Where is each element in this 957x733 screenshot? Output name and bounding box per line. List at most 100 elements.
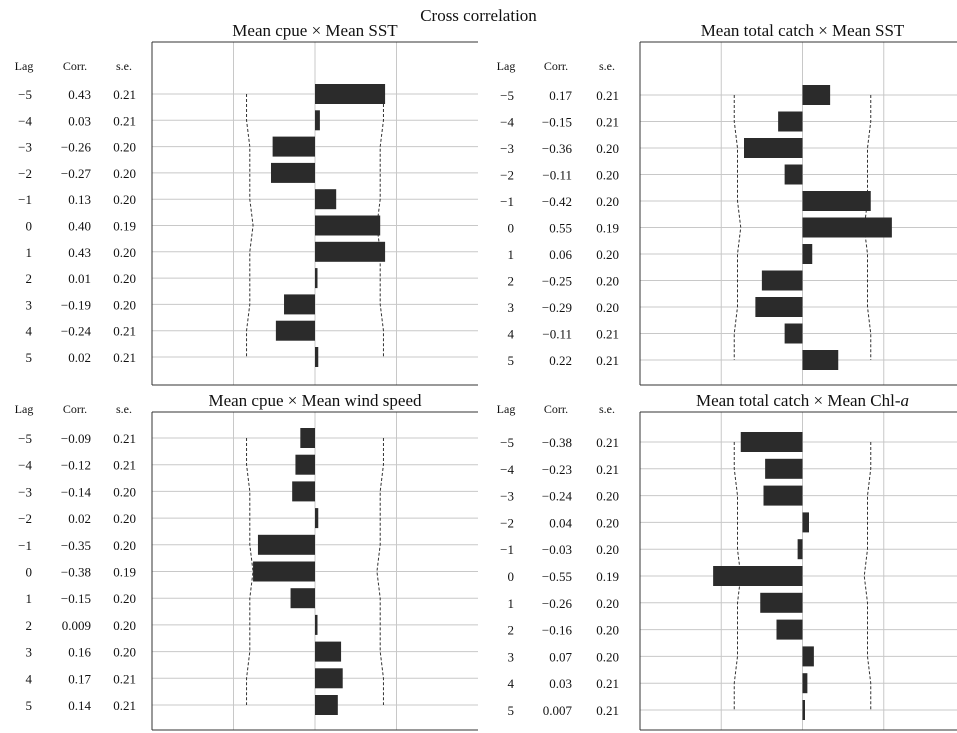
lag-label: −5	[500, 435, 514, 450]
correlation-bar	[315, 84, 386, 104]
chart-panel-1: Mean cpue × Mean SST Lag Corr. s.e. −5 0.43 0.…	[15, 21, 478, 386]
se-label: 0.20	[596, 274, 619, 289]
lag-label: −4	[18, 113, 32, 128]
header-corr: Corr.	[544, 402, 568, 416]
panel-title: Mean cpue × Mean wind speed	[208, 391, 422, 410]
chart-panel-3: Mean cpue × Mean wind speed Lag Corr. s.e. −…	[15, 391, 478, 731]
corr-label: 0.43	[68, 245, 91, 260]
correlation-bar	[802, 85, 831, 105]
se-label: 0.21	[113, 324, 136, 339]
correlation-bar	[253, 561, 315, 582]
header-lag: Lag	[497, 402, 516, 416]
se-label: 0.20	[596, 168, 619, 183]
page-title: Cross correlation	[420, 6, 537, 25]
correlation-bar	[315, 614, 318, 635]
correlation-bar	[713, 566, 803, 586]
corr-label: 0.02	[68, 350, 91, 365]
corr-label: 0.13	[68, 192, 91, 207]
correlation-bar	[315, 268, 318, 289]
se-label: 0.19	[596, 221, 619, 236]
lag-label: 5	[26, 350, 33, 365]
lag-label: 3	[508, 649, 515, 664]
se-label: 0.21	[113, 87, 136, 102]
correlation-bar	[315, 668, 343, 689]
se-label: 0.21	[596, 462, 619, 477]
confidence-limit-lower	[733, 95, 742, 360]
lag-label: 5	[508, 353, 515, 368]
correlation-bar	[300, 428, 315, 448]
corr-label: −0.14	[61, 484, 92, 499]
se-label: 0.20	[113, 245, 136, 260]
se-label: 0.20	[596, 515, 619, 530]
lag-label: 2	[508, 623, 515, 638]
lag-label: 2	[508, 274, 515, 289]
corr-label: 0.03	[549, 676, 572, 691]
se-label: 0.21	[596, 676, 619, 691]
se-label: 0.20	[596, 489, 619, 504]
correlation-bar	[761, 270, 803, 291]
corr-label: 0.22	[549, 353, 572, 368]
correlation-bar	[802, 512, 809, 533]
correlation-bar	[784, 164, 803, 185]
corr-label: −0.27	[61, 166, 92, 181]
panel-title: Mean total catch × Mean Chl-a	[696, 391, 909, 410]
lag-label: 3	[26, 645, 33, 660]
correlation-bar	[275, 320, 315, 341]
correlation-bar	[272, 136, 315, 157]
header-corr: Corr.	[63, 402, 87, 416]
corr-label: 0.17	[68, 671, 91, 686]
correlation-bar	[740, 432, 803, 452]
se-label: 0.20	[113, 166, 136, 181]
header-se: s.e.	[599, 59, 615, 73]
corr-label: 0.009	[62, 618, 91, 633]
correlation-bar	[257, 534, 315, 555]
lag-label: 5	[508, 703, 515, 718]
corr-label: −0.19	[61, 297, 91, 312]
se-label: 0.21	[113, 431, 136, 446]
corr-label: −0.15	[61, 591, 91, 606]
lag-label: 1	[508, 596, 515, 611]
se-label: 0.20	[113, 645, 136, 660]
lag-label: −4	[500, 115, 514, 130]
lag-label: −2	[18, 511, 32, 526]
corr-label: 0.03	[68, 113, 91, 128]
corr-label: −0.35	[61, 538, 91, 553]
se-label: 0.21	[113, 458, 136, 473]
correlation-bar	[315, 695, 338, 715]
se-label: 0.20	[113, 297, 136, 312]
se-label: 0.20	[113, 538, 136, 553]
correlation-bar	[797, 539, 803, 560]
correlation-bar	[802, 700, 805, 720]
corr-label: −0.03	[542, 542, 572, 557]
corr-label: 0.55	[549, 221, 572, 236]
header-se: s.e.	[116, 402, 132, 416]
se-label: 0.20	[113, 511, 136, 526]
correlation-bar	[755, 297, 803, 317]
corr-label: 0.04	[549, 515, 572, 530]
correlation-bar	[315, 110, 320, 131]
correlation-bar	[292, 481, 315, 502]
correlation-bar	[802, 244, 813, 264]
correlation-bar	[290, 588, 315, 609]
corr-label: −0.16	[542, 623, 573, 638]
se-label: 0.19	[596, 569, 619, 584]
corr-label: −0.24	[542, 489, 573, 504]
lag-label: 5	[26, 698, 33, 713]
se-label: 0.21	[596, 115, 619, 130]
correlation-bar	[760, 592, 803, 613]
corr-label: 0.16	[68, 645, 91, 660]
lag-label: −1	[18, 538, 32, 553]
se-label: 0.19	[113, 565, 136, 580]
corr-label: −0.38	[542, 435, 572, 450]
correlation-bar	[784, 323, 803, 344]
header-lag: Lag	[497, 59, 516, 73]
corr-label: 0.01	[68, 271, 91, 286]
correlation-bar	[315, 215, 381, 236]
corr-label: 0.07	[549, 649, 572, 664]
lag-label: 2	[26, 618, 33, 633]
lag-label: −3	[500, 489, 514, 504]
corr-label: −0.11	[542, 327, 572, 342]
correlation-bar	[744, 138, 803, 158]
corr-label: 0.14	[68, 698, 91, 713]
